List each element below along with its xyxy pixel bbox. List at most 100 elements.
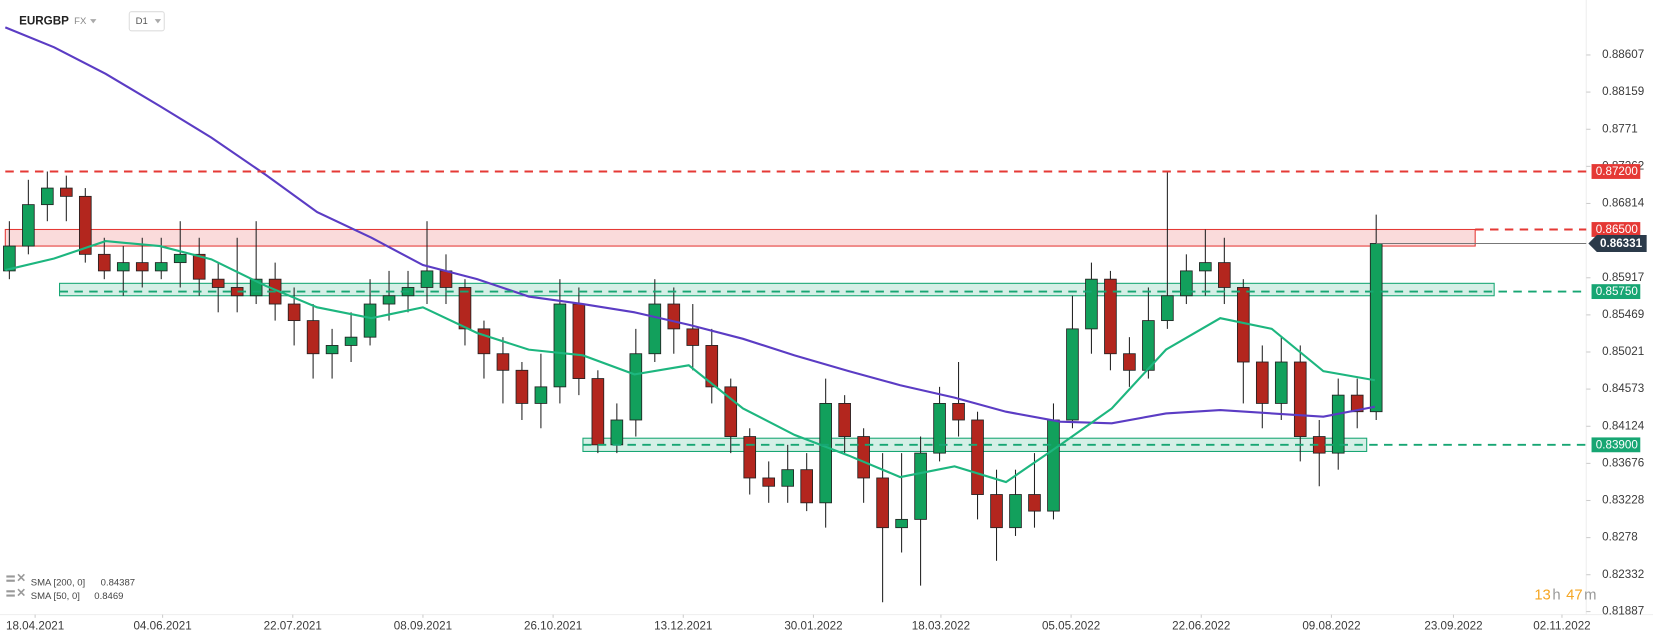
candle-body <box>192 253 206 280</box>
candle-body <box>515 369 529 404</box>
interval[interactable]: D1 <box>136 16 148 27</box>
y-tick-label: 0.88607 <box>1602 48 1644 61</box>
legend-icon[interactable] <box>6 575 15 578</box>
countdown: 13 h 47 m <box>1534 587 1596 603</box>
last-price-label: 0.86331 <box>1600 237 1643 250</box>
candle-body <box>41 187 54 206</box>
candle-body <box>1274 361 1288 404</box>
y-tick-label: 0.85021 <box>1602 345 1644 358</box>
countdown-hours: 13 <box>1534 587 1550 603</box>
candle-body <box>477 328 491 355</box>
candle-body <box>1066 328 1079 421</box>
candle-body <box>553 303 567 388</box>
legend-name: SMA [50, 0] <box>31 591 80 602</box>
candle-body <box>496 353 510 371</box>
legend-close[interactable] <box>17 588 25 597</box>
candle-body <box>933 402 946 454</box>
level-tag <box>1591 437 1641 453</box>
candle-body <box>990 494 1003 529</box>
candle-body <box>1009 494 1022 529</box>
candle-body <box>22 204 35 247</box>
legend: SMA [200, 0] 0.84387 SMA [50, 0] 0.8469 <box>6 573 135 602</box>
candle-body <box>60 187 73 197</box>
x-tick-label: 26.10.2021 <box>524 619 582 632</box>
x-tick-label: 02.11.2022 <box>1533 619 1590 632</box>
level-tag <box>1591 222 1641 237</box>
level-label: 0.83900 <box>1596 438 1639 451</box>
candle-body <box>1123 353 1136 371</box>
x-tick-label: 04.06.2021 <box>133 619 191 632</box>
x-tick-label: 22.07.2021 <box>264 619 322 632</box>
candle-body <box>1293 361 1307 437</box>
caret[interactable] <box>154 19 162 24</box>
candle-body <box>914 452 927 520</box>
interval-box[interactable] <box>128 11 165 32</box>
candle-body <box>78 195 92 255</box>
y-tick-label: 0.84124 <box>1602 419 1645 432</box>
candle-body <box>1199 262 1212 272</box>
legend-value: 0.8469 <box>94 591 123 602</box>
x-tick-label: 18.03.2022 <box>912 619 970 632</box>
legend-name: SMA [200, 0] <box>31 577 85 588</box>
candle-body <box>686 328 700 346</box>
candle-body <box>1180 270 1193 297</box>
y-tick-label: 0.82332 <box>1602 568 1644 581</box>
legend-icon[interactable] <box>6 579 15 582</box>
candle-body <box>724 386 738 437</box>
legend-icon[interactable] <box>6 590 15 593</box>
x-tick-label: 30.01.2022 <box>784 619 842 632</box>
y-tick-label: 0.84573 <box>1602 382 1644 395</box>
level-label: 0.85750 <box>1596 285 1639 298</box>
candle-body <box>325 345 339 355</box>
x-tick-label: 05.05.2022 <box>1042 619 1100 632</box>
candle-body <box>629 353 643 421</box>
header: EURGBP FX D1 <box>19 11 165 32</box>
candle-body <box>572 303 586 379</box>
candle-body <box>648 303 662 355</box>
y-tick-label: 0.8771 <box>1602 122 1638 135</box>
candle-body <box>97 253 111 272</box>
candle-body <box>287 303 301 322</box>
candle-body <box>591 378 605 446</box>
y-tick-label: 0.81887 <box>1602 605 1644 618</box>
candle-body <box>1218 262 1231 288</box>
countdown-minutes: 47 <box>1566 587 1582 603</box>
legend-icon[interactable] <box>6 594 15 597</box>
level-tag <box>1591 284 1641 300</box>
candle-body <box>1161 295 1174 322</box>
y-tick-label: 0.83228 <box>1602 494 1644 507</box>
symbol: EURGBP <box>19 14 69 27</box>
candle-body <box>667 303 681 330</box>
candle-body <box>952 402 965 421</box>
candle-body <box>3 245 16 272</box>
candle-body <box>705 345 719 388</box>
candle-body <box>116 262 130 272</box>
candle-body <box>1331 394 1345 454</box>
candle-body <box>895 518 908 529</box>
legend-close[interactable] <box>17 573 25 582</box>
x-tick-label: 18.04.2021 <box>6 619 64 632</box>
candle-body <box>1104 278 1117 355</box>
candle-body <box>800 469 813 504</box>
candle-body <box>1350 394 1364 413</box>
candle-body <box>1142 320 1155 371</box>
candle-body <box>135 262 149 272</box>
x-tick-label: 09.08.2022 <box>1302 619 1360 632</box>
candle-body <box>211 278 225 288</box>
y-tick-label: 0.83676 <box>1602 456 1644 469</box>
candle-body <box>876 477 889 529</box>
candle-body <box>344 336 358 346</box>
caret[interactable] <box>90 19 97 24</box>
x-tick-label: 08.09.2021 <box>394 619 452 632</box>
candle-body <box>1085 278 1098 330</box>
candle-body <box>173 253 187 264</box>
sma-line <box>4 26 1376 425</box>
market[interactable]: FX <box>74 16 87 27</box>
countdown-unit: h <box>1552 587 1560 603</box>
level-tag <box>1591 164 1641 179</box>
candle-body <box>781 469 795 487</box>
y-tick-label: 0.88159 <box>1602 85 1644 98</box>
candle-body <box>819 402 832 504</box>
